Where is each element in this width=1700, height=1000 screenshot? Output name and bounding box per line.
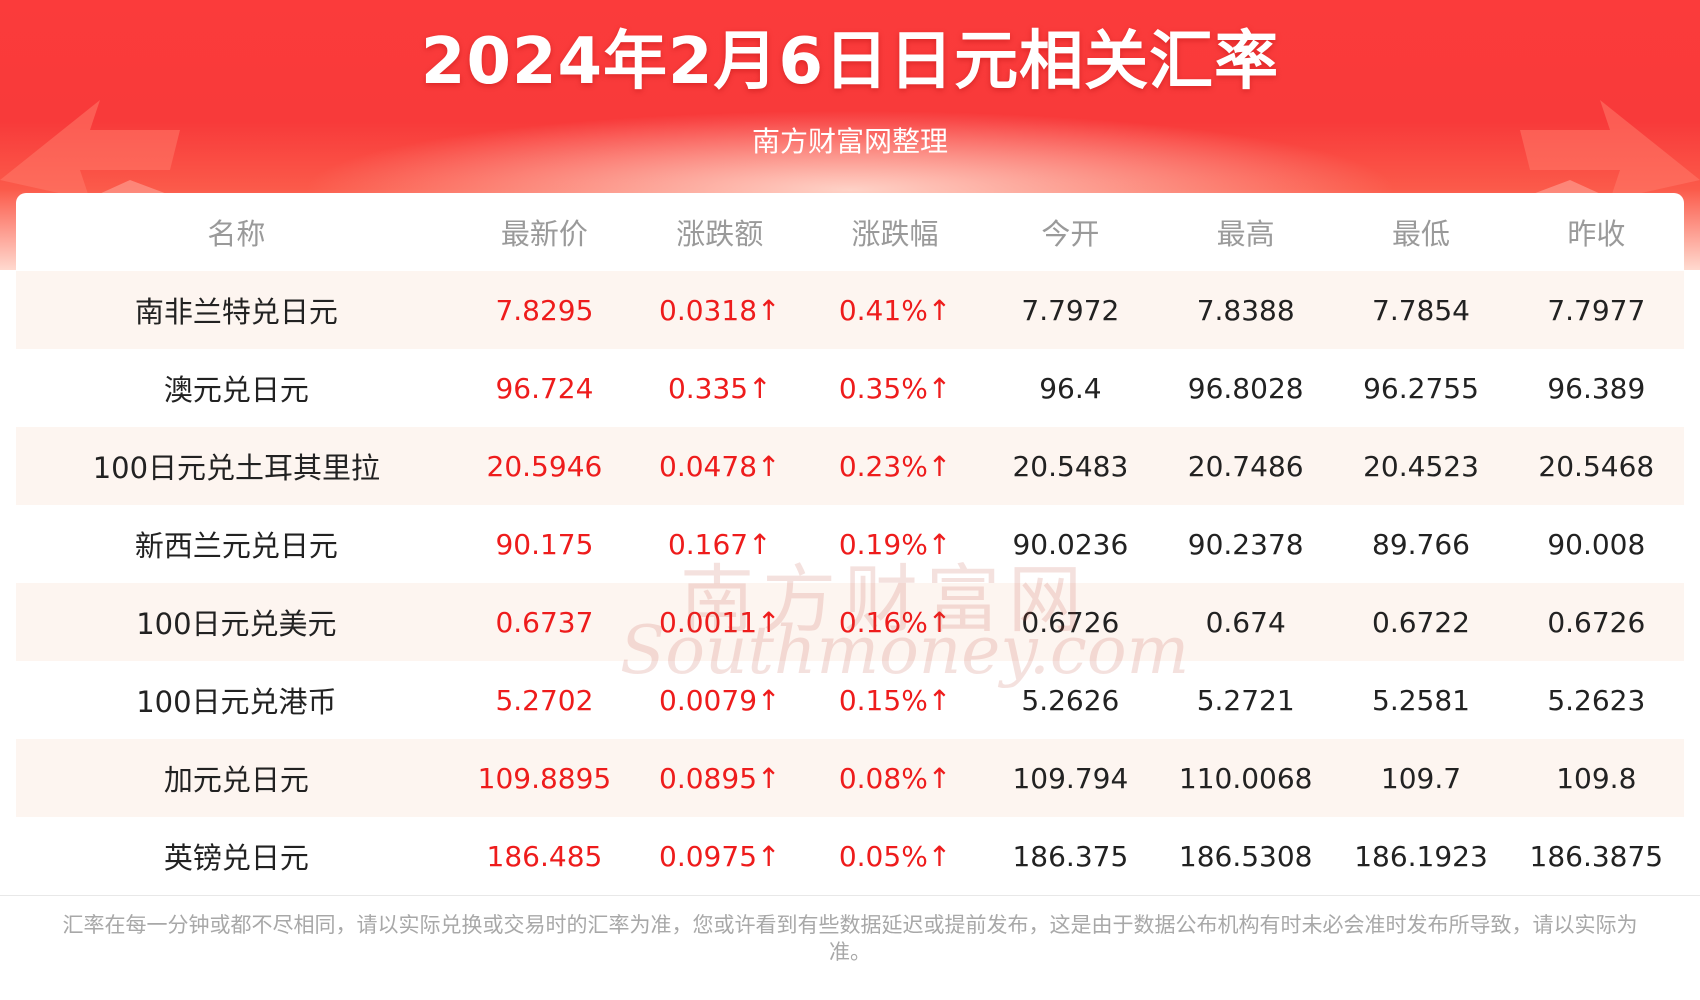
cell-name: 英镑兑日元 [16, 817, 457, 895]
cell-high: 186.5308 [1158, 817, 1334, 895]
column-header-prev-close: 昨收 [1567, 217, 1626, 251]
cell-latest: 96.724 [456, 349, 633, 427]
page-title: 2024年2月6日日元相关汇率 [420, 25, 1280, 99]
cell-high: 5.2721 [1158, 661, 1334, 739]
page-subtitle: 南方财富网整理 [751, 125, 948, 158]
cell-change: 0.167↑ [632, 505, 808, 583]
cell-low: 109.7 [1333, 739, 1509, 817]
table-row: 澳元兑日元 96.724 0.335↑ 0.35%↑ 96.4 96.8028 … [16, 349, 1684, 427]
cell-latest: 90.175 [456, 505, 633, 583]
cell-low: 89.766 [1333, 505, 1509, 583]
cell-name: 加元兑日元 [16, 739, 457, 817]
cell-change: 0.0079↑ [632, 661, 808, 739]
cell-open: 186.375 [982, 817, 1159, 895]
cell-prev-close: 5.2623 [1508, 661, 1684, 739]
table-row: 新西兰元兑日元 90.175 0.167↑ 0.19%↑ 90.0236 90.… [16, 505, 1684, 583]
cell-latest: 186.485 [456, 817, 633, 895]
cell-latest: 20.5946 [456, 427, 633, 505]
cell-low: 7.7854 [1333, 271, 1509, 349]
cell-open: 90.0236 [982, 505, 1159, 583]
cell-change-pct: 0.16%↑ [807, 583, 983, 661]
cell-change: 0.0478↑ [632, 427, 808, 505]
cell-name: 100日元兑土耳其里拉 [16, 427, 457, 505]
cell-change-pct: 0.15%↑ [807, 661, 983, 739]
cell-prev-close: 7.7977 [1508, 271, 1684, 349]
rates-table: 名称 最新价 涨跌额 涨跌幅 今开 最高 最低 昨收 南非兰特兑日元 7.829… [16, 193, 1684, 895]
disclaimer-footnote: 汇率在每一分钟或都不尽相同，请以实际兑换或交易时的汇率为准，您或许看到有些数据延… [62, 913, 1638, 964]
table-row: 100日元兑美元 0.6737 0.0011↑ 0.16%↑ 0.6726 0.… [16, 583, 1684, 661]
column-header-open: 今开 [1041, 217, 1100, 251]
cell-low: 96.2755 [1333, 349, 1509, 427]
cell-change: 0.0318↑ [632, 271, 808, 349]
cell-change-pct: 0.08%↑ [807, 739, 983, 817]
table-row: 南非兰特兑日元 7.8295 0.0318↑ 0.41%↑ 7.7972 7.8… [16, 271, 1684, 349]
table-row: 加元兑日元 109.8895 0.0895↑ 0.08%↑ 109.794 11… [16, 739, 1684, 817]
cell-open: 5.2626 [982, 661, 1159, 739]
cell-low: 20.4523 [1333, 427, 1509, 505]
column-header-high: 最高 [1216, 217, 1275, 251]
cell-high: 0.674 [1158, 583, 1334, 661]
cell-change-pct: 0.23%↑ [807, 427, 983, 505]
cell-prev-close: 90.008 [1508, 505, 1684, 583]
cell-change: 0.0975↑ [632, 817, 808, 895]
cell-prev-close: 0.6726 [1508, 583, 1684, 661]
cell-name: 澳元兑日元 [16, 349, 457, 427]
cell-prev-close: 96.389 [1508, 349, 1684, 427]
cell-high: 7.8388 [1158, 271, 1334, 349]
cell-name: 新西兰元兑日元 [16, 505, 457, 583]
cell-high: 96.8028 [1158, 349, 1334, 427]
cell-name: 100日元兑美元 [16, 583, 457, 661]
cell-change-pct: 0.35%↑ [807, 349, 983, 427]
column-header-low: 最低 [1391, 217, 1450, 251]
cell-change-pct: 0.05%↑ [807, 817, 983, 895]
cell-latest: 5.2702 [456, 661, 633, 739]
cell-name: 100日元兑港币 [16, 661, 457, 739]
table-header-row: 名称 最新价 涨跌额 涨跌幅 今开 最高 最低 昨收 [16, 193, 1684, 271]
cell-name: 南非兰特兑日元 [16, 271, 457, 349]
column-header-change: 涨跌额 [676, 217, 764, 251]
cell-prev-close: 186.3875 [1508, 817, 1684, 895]
footer-divider [0, 895, 1700, 896]
cell-latest: 0.6737 [456, 583, 633, 661]
cell-high: 20.7486 [1158, 427, 1334, 505]
cell-low: 186.1923 [1333, 817, 1509, 895]
cell-change: 0.335↑ [632, 349, 808, 427]
cell-open: 20.5483 [982, 427, 1159, 505]
cell-latest: 109.8895 [456, 739, 633, 817]
table-row: 100日元兑土耳其里拉 20.5946 0.0478↑ 0.23%↑ 20.54… [16, 427, 1684, 505]
cell-prev-close: 20.5468 [1508, 427, 1684, 505]
column-header-change-pct: 涨跌幅 [851, 217, 939, 251]
column-header-name: 名称 [207, 217, 266, 251]
table-row: 英镑兑日元 186.485 0.0975↑ 0.05%↑ 186.375 186… [16, 817, 1684, 895]
rates-card: 名称 最新价 涨跌额 涨跌幅 今开 最高 最低 昨收 南非兰特兑日元 7.829… [16, 193, 1684, 895]
table-row: 100日元兑港币 5.2702 0.0079↑ 0.15%↑ 5.2626 5.… [16, 661, 1684, 739]
cell-high: 110.0068 [1158, 739, 1334, 817]
cell-low: 5.2581 [1333, 661, 1509, 739]
header-banner: 2024年2月6日日元相关汇率 南方财富网整理 [0, 0, 1700, 270]
cell-low: 0.6722 [1333, 583, 1509, 661]
cell-open: 0.6726 [982, 583, 1159, 661]
cell-open: 96.4 [982, 349, 1159, 427]
cell-high: 90.2378 [1158, 505, 1334, 583]
cell-latest: 7.8295 [456, 271, 633, 349]
cell-change-pct: 0.19%↑ [807, 505, 983, 583]
cell-change: 0.0895↑ [632, 739, 808, 817]
cell-open: 7.7972 [982, 271, 1159, 349]
column-header-latest: 最新价 [500, 217, 588, 251]
cell-open: 109.794 [982, 739, 1159, 817]
cell-change-pct: 0.41%↑ [807, 271, 983, 349]
cell-change: 0.0011↑ [632, 583, 808, 661]
cell-prev-close: 109.8 [1508, 739, 1684, 817]
